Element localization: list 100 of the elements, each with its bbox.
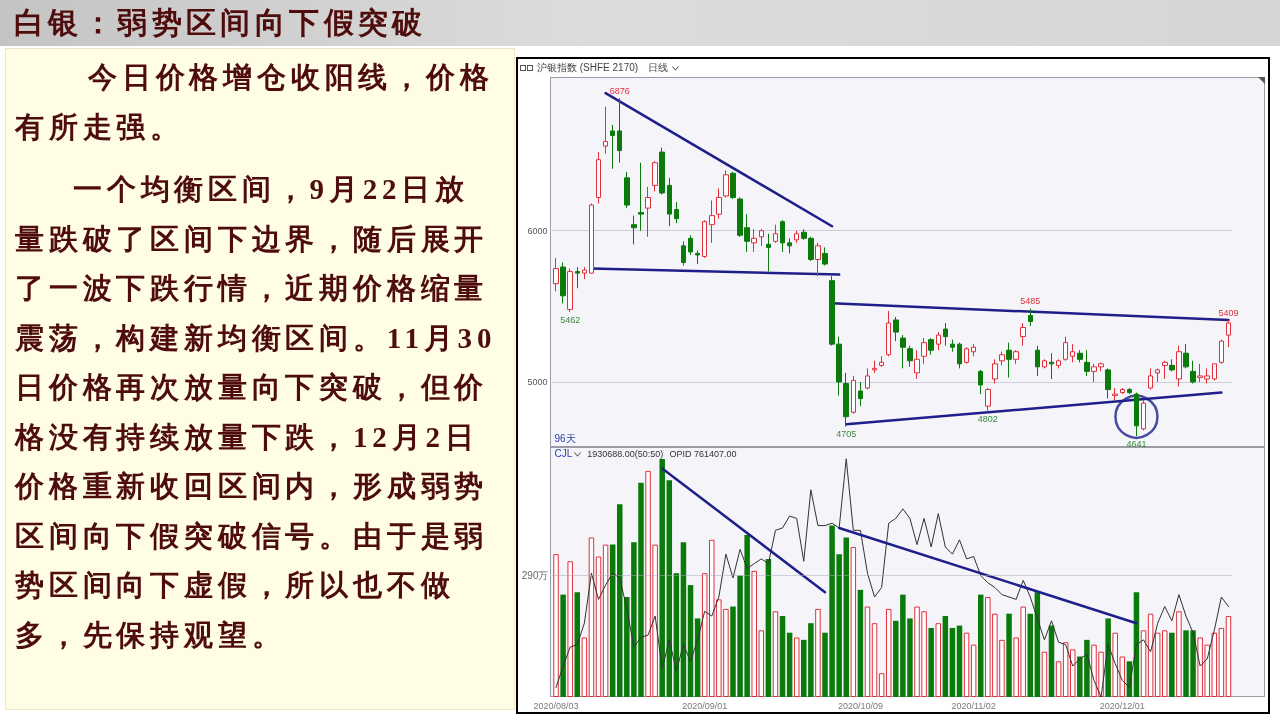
- candlestick: [596, 151, 601, 205]
- candlestick: [1226, 319, 1231, 348]
- candlestick: [858, 381, 863, 407]
- candlestick: [999, 351, 1005, 366]
- bar: [857, 589, 864, 697]
- text: OPID 761407.00: [669, 448, 737, 460]
- candlestick: [1006, 342, 1012, 378]
- candlestick: [1120, 387, 1125, 395]
- candlestick: [1162, 360, 1168, 380]
- candlestick: [1112, 387, 1118, 401]
- candlestick: [943, 322, 948, 347]
- candlestick: [787, 237, 792, 254]
- candlestick: [851, 375, 856, 415]
- bar: [1105, 618, 1111, 697]
- candlestick: [957, 342, 962, 369]
- candlestick: [560, 262, 566, 304]
- candlestick: [1028, 308, 1033, 327]
- y-tick-label: 6000: [527, 225, 548, 236]
- x-tick-label: 2020/12/01: [1099, 700, 1145, 711]
- annotation: 5462: [560, 314, 581, 325]
- annotation: 4802: [977, 414, 998, 425]
- candlestick: [681, 240, 686, 267]
- candlestick: [567, 268, 573, 313]
- annotation: 96天: [554, 433, 576, 445]
- annotation: 5485: [1020, 296, 1041, 307]
- candlestick: [1190, 360, 1196, 384]
- candlestick: [992, 358, 998, 384]
- candlestick: [730, 171, 736, 200]
- candlestick: [921, 337, 927, 365]
- candlestick: [716, 187, 722, 220]
- candlestick: [936, 331, 941, 351]
- candlestick: [1035, 345, 1040, 377]
- candlestick: [1063, 336, 1068, 362]
- candlestick: [928, 337, 934, 356]
- candlestick: [822, 246, 828, 267]
- candlestick: [893, 316, 899, 342]
- candlestick: [1127, 387, 1132, 395]
- candlestick: [907, 345, 913, 368]
- candlestick: [964, 346, 969, 365]
- text: 今日价格增仓收阳线，价格有所走强。: [15, 60, 495, 145]
- bar: [977, 594, 984, 697]
- chart-subtitle: 日线: [648, 61, 669, 75]
- candlestick: [674, 201, 679, 224]
- candlestick: [695, 249, 700, 265]
- x-tick-label: 2020/08/03: [533, 700, 579, 711]
- candlestick: [1042, 358, 1047, 369]
- candlestick: [723, 169, 729, 198]
- candlestick: [702, 219, 707, 259]
- candlestick: [1049, 352, 1054, 380]
- x-tick-label: 2020/10/09: [837, 700, 883, 711]
- candlestick: [914, 349, 920, 380]
- candlestick: [1105, 367, 1111, 400]
- bar: [942, 616, 949, 697]
- candlestick: [1077, 349, 1083, 363]
- candlestick: [659, 147, 665, 195]
- bar: [1006, 613, 1012, 697]
- text: 一个均衡区间，9月22日放量跌破了区间下边界，随后展开了一波下跌行情，近期价格缩量震荡，构建新均衡区间。11月30日价格再次放量向下突破，但价格没有持续放量下跌，12月2日价格重新收回区间内，形成弱势区间向下假突破信号。由于是弱势区间向下虚假，所以也不做多，先保持观望。: [15, 173, 497, 651]
- candlestick: [667, 177, 672, 227]
- candlestick: [900, 334, 906, 369]
- candlestick: [794, 230, 799, 244]
- bar: [928, 627, 934, 697]
- candlestick: [1013, 349, 1019, 365]
- candlestick: [773, 224, 778, 244]
- chart-title: 沪银指数 (SHFE 2170): [537, 61, 639, 75]
- candlestick: [624, 171, 630, 209]
- candlestick: [950, 339, 955, 353]
- text: 白银：弱势区间向下假突破: [14, 5, 427, 41]
- bar: [949, 627, 956, 697]
- candlestick: [872, 360, 877, 374]
- candlestick: [780, 219, 785, 253]
- candlestick: [1212, 363, 1217, 381]
- bar: [779, 616, 786, 697]
- candlestick: [1070, 343, 1075, 363]
- ref-line-label: 290万: [521, 570, 549, 582]
- bar: [1169, 632, 1175, 697]
- candlestick: [751, 228, 757, 253]
- candlestick: [1084, 349, 1090, 377]
- candlestick: [865, 367, 870, 391]
- candlestick: [1155, 367, 1160, 383]
- candlestick: [1020, 322, 1026, 347]
- candlestick: [1176, 345, 1182, 388]
- candlestick: [978, 369, 983, 395]
- annotation: 6876: [609, 85, 630, 96]
- candlestick: [971, 343, 976, 357]
- candlestick: [1141, 399, 1146, 431]
- candlestick: [815, 242, 821, 277]
- candlestick: [766, 233, 771, 273]
- candlestick: [553, 257, 559, 292]
- candlestick: [985, 387, 991, 413]
- candlestick: [1169, 358, 1175, 372]
- candlestick: [610, 124, 615, 170]
- bar: [786, 632, 793, 697]
- bar: [956, 625, 963, 697]
- candlestick: [688, 234, 693, 256]
- candlestick: [1219, 339, 1224, 365]
- y-tick-label: 5000: [527, 376, 548, 387]
- annotation: 4705: [836, 429, 857, 440]
- candlestick: [575, 266, 580, 289]
- candlestick: [589, 203, 594, 274]
- x-tick-label: 2020/11/02: [951, 700, 996, 711]
